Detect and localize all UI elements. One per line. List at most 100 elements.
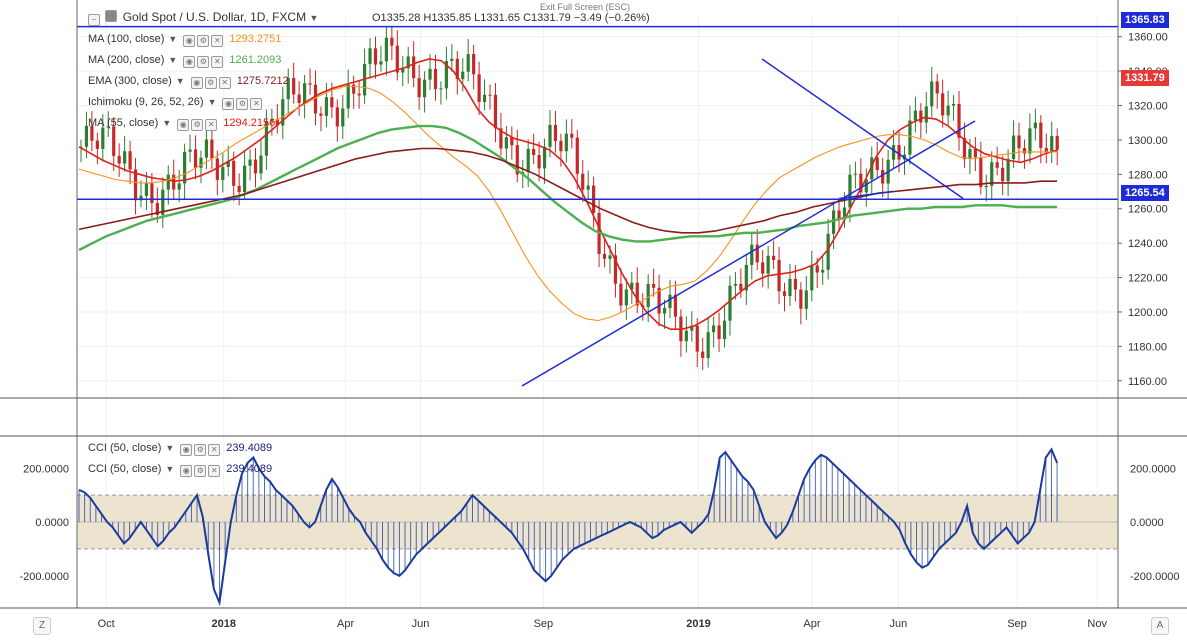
candle-body (712, 325, 716, 333)
chevron-down-icon[interactable]: ▼ (162, 118, 172, 128)
collapse-icon[interactable]: − (88, 14, 100, 26)
indicator-name: MA (55, close) (88, 117, 159, 129)
settings-icon[interactable]: ⚙ (194, 465, 207, 477)
candle-body (286, 78, 290, 100)
price-tag-resistance[interactable]: 1365.83 (1121, 12, 1169, 28)
candle-body (390, 37, 394, 46)
price-tag-current[interactable]: 1331.79 (1121, 70, 1169, 86)
candle-body (1055, 135, 1059, 150)
candle-body (172, 174, 176, 190)
candle-body (439, 88, 443, 90)
cci-legend-row[interactable]: CCI (50, close) ▼ ◉ ⚙ ✕ 239.4089 (88, 463, 272, 477)
visibility-icon[interactable]: ◉ (177, 119, 190, 131)
visibility-icon[interactable]: ◉ (183, 56, 196, 68)
visibility-icon[interactable]: ◉ (180, 465, 193, 477)
visibility-icon[interactable]: ◉ (222, 98, 235, 110)
close-icon[interactable]: ✕ (205, 119, 218, 131)
candle-body (793, 278, 798, 290)
settings-icon[interactable]: ⚙ (197, 56, 210, 68)
price-tag-support[interactable]: 1265.54 (1121, 185, 1169, 201)
cci-legend-row[interactable]: CCI (50, close) ▼ ◉ ⚙ ✕ 239.4089 (88, 442, 272, 456)
indicator-name: MA (200, close) (88, 54, 165, 66)
candle-body (652, 283, 656, 288)
indicator-value: 1294.2156 (223, 117, 276, 129)
candle-body (613, 255, 618, 284)
close-icon[interactable]: ✕ (218, 77, 231, 89)
y-tick-label: 1260.00 (1128, 204, 1168, 216)
chevron-down-icon[interactable]: ▼ (175, 76, 185, 86)
auto-scale-button[interactable]: A (1151, 617, 1169, 635)
candle-body (881, 170, 885, 184)
close-icon[interactable]: ✕ (208, 465, 221, 477)
settings-icon[interactable]: ⚙ (194, 444, 207, 456)
y-tick-labels: 1160.00 1180.00 1200.00 1220.00 1240.00 1260.… (19, 32, 1179, 583)
chevron-down-icon[interactable]: ▼ (165, 443, 175, 453)
cci-y-tick-label-left: 200.0000 (23, 463, 69, 475)
candle-body (542, 146, 547, 169)
candle-body (281, 99, 285, 126)
candle-body (412, 56, 416, 79)
indicator-legend-row[interactable]: Ichimoku (9, 26, 52, 26) ▼ ◉ ⚙ ✕ (88, 96, 268, 110)
zoom-reset-button[interactable]: Z (33, 617, 51, 635)
candle-body (548, 124, 552, 147)
indicator-legend-row[interactable]: MA (55, close) ▼ ◉ ⚙ ✕ 1294.2156 (88, 117, 275, 131)
chevron-down-icon[interactable]: ▼ (207, 97, 217, 107)
candle-body (379, 61, 383, 65)
y-tick-label: 1220.00 (1128, 273, 1168, 285)
chevron-down-icon[interactable]: ▼ (165, 464, 175, 474)
exit-full-screen-hint[interactable]: Exit Full Screen (ESC) (540, 2, 631, 12)
candle-body (482, 94, 487, 102)
candle-body (755, 244, 759, 263)
settings-icon[interactable]: ⚙ (204, 77, 217, 89)
candle-body (1044, 147, 1048, 153)
ma-line (78, 85, 1058, 322)
candle-body (559, 140, 563, 152)
candle-body (624, 289, 628, 306)
visibility-icon[interactable]: ◉ (190, 77, 203, 89)
x-tick-label: Sep (1007, 618, 1027, 630)
chevron-down-icon[interactable]: ▼ (309, 13, 319, 23)
cci-y-tick-label: 200.0000 (1130, 463, 1176, 475)
candle-body (183, 151, 187, 184)
close-icon[interactable]: ✕ (208, 444, 221, 456)
candle-body (444, 60, 448, 89)
visibility-icon[interactable]: ◉ (180, 444, 193, 456)
candle-body (668, 294, 672, 309)
candle-body (488, 94, 492, 96)
chevron-down-icon[interactable]: ▼ (168, 55, 178, 65)
indicator-legend-row[interactable]: EMA (300, close) ▼ ◉ ⚙ ✕ 1275.7212 (88, 75, 289, 89)
candle-body (433, 68, 438, 90)
candle-body (842, 207, 847, 220)
close-icon[interactable]: ✕ (211, 35, 224, 47)
candle-body (477, 74, 481, 102)
candle-body (499, 128, 503, 149)
x-tick-labels: Oct 2018 Apr Jun Sep 2019 Apr Jun Sep Nov (98, 618, 1108, 630)
indicator-value: 239.4089 (226, 442, 273, 454)
candle-body (777, 259, 781, 292)
candle-body (352, 84, 356, 94)
candle-body (919, 110, 923, 123)
candle-body (455, 58, 459, 80)
candle-body (259, 155, 263, 174)
candle-body (815, 265, 819, 273)
close-icon[interactable]: ✕ (211, 56, 224, 68)
candle-body (984, 185, 988, 188)
cci-y-tick-label-left: 0.0000 (35, 517, 69, 529)
settings-icon[interactable]: ⚙ (191, 119, 204, 131)
candle-body (346, 84, 350, 109)
indicator-value: 239.4089 (226, 463, 273, 475)
visibility-icon[interactable]: ◉ (183, 35, 196, 47)
close-icon[interactable]: ✕ (250, 98, 263, 110)
indicator-legend-row[interactable]: MA (100, close) ▼ ◉ ⚙ ✕ 1293.2751 (88, 33, 281, 47)
settings-icon[interactable]: ⚙ (197, 35, 210, 47)
settings-icon[interactable]: ⚙ (236, 98, 249, 110)
trend-lines[interactable] (77, 25, 1118, 387)
candle-body (395, 45, 399, 73)
x-tick-label: 2019 (686, 618, 710, 630)
chevron-down-icon[interactable]: ▼ (168, 34, 178, 44)
candle-body (1017, 135, 1021, 149)
indicator-legend-row[interactable]: MA (200, close) ▼ ◉ ⚙ ✕ 1261.2093 (88, 54, 281, 68)
candle-body (581, 173, 585, 190)
chart-title-legend[interactable]: − Gold Spot / U.S. Dollar, 1D, FXCM ▼ (88, 10, 324, 26)
